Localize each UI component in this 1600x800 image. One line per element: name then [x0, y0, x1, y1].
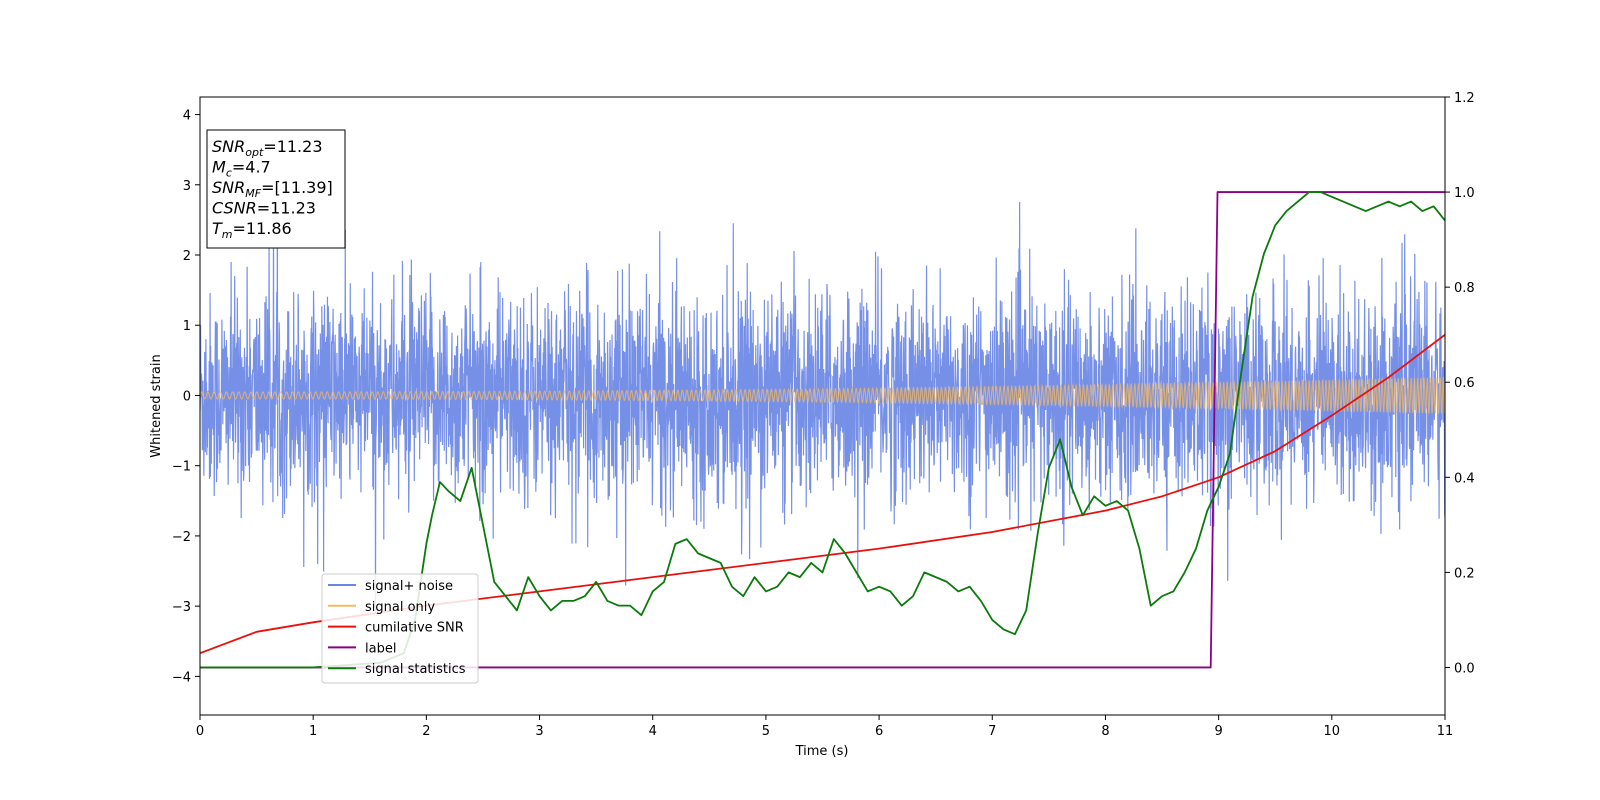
y-left-tick-label: −1: [172, 460, 191, 475]
y-left-tick-label: 1: [183, 319, 191, 334]
x-tick-label: 2: [422, 724, 430, 739]
y-left-tick-label: 3: [183, 179, 191, 194]
annotation-value: =11.86: [233, 219, 292, 238]
annotation-var: T: [212, 219, 223, 238]
annotation-line: Mc=4.7: [212, 158, 271, 180]
series-signal-only-line: [200, 376, 1445, 415]
x-tick-label: 8: [1101, 724, 1109, 739]
annotation-var: SNR: [212, 137, 245, 156]
annotation-sub: m: [222, 228, 233, 241]
annotation-sub: MF: [245, 187, 261, 200]
x-tick-label: 5: [762, 724, 770, 739]
y-right-tick-label: 1.2: [1454, 91, 1475, 106]
annotation-line: SNRMF=[11.39]: [212, 178, 333, 200]
legend: signal+ noise signal only cumilative SNR la…: [321, 573, 479, 684]
x-tick-label: 6: [875, 724, 883, 739]
y-axis-right: 0.0 0.2 0.4 0.6 0.8 1.0 1.2: [1445, 91, 1475, 676]
annotation-value: =4.7: [232, 158, 271, 177]
x-axis-label: Time (s): [795, 744, 849, 759]
y-right-tick-label: 0.0: [1454, 661, 1475, 676]
annotation-var: CSNR: [212, 199, 257, 218]
y-axis-label: Whitened strain: [149, 354, 164, 457]
y-right-tick-label: 0.4: [1454, 471, 1475, 486]
annotation-box: SNRopt=11.23Mc=4.7SNRMF=[11.39]CSNR=11.2…: [206, 129, 346, 249]
x-tick-label: 0: [196, 724, 204, 739]
annotation-value: =11.23: [263, 137, 322, 156]
plot-area-frame: [199, 96, 1446, 716]
y-left-tick-label: −4: [172, 670, 191, 685]
x-tick-label: 3: [535, 724, 543, 739]
y-left-tick-label: −3: [172, 600, 191, 615]
series-label-line: [200, 191, 1445, 669]
x-axis: 0 1 2 3 4 5 6 7 8 9 10 11: [196, 715, 1453, 739]
y-right-tick-label: 1.0: [1454, 186, 1475, 201]
annotation-value: =[11.39]: [261, 178, 333, 197]
x-tick-label: 11: [1437, 724, 1454, 739]
legend-frame: [321, 573, 479, 684]
annotation-var: SNR: [212, 178, 245, 197]
annotation-value: =11.23: [257, 199, 316, 218]
x-tick-label: 10: [1324, 724, 1341, 739]
y-left-tick-label: 4: [183, 109, 191, 124]
annotation-sub: c: [226, 167, 232, 180]
legend-label: signal statistics: [365, 662, 466, 677]
y-left-tick-label: 2: [183, 249, 191, 264]
series-signal-statistics-line: [200, 191, 1445, 669]
legend-label: cumilative SNR: [365, 621, 464, 636]
annotation-line: Tm=11.86: [212, 219, 292, 241]
y-left-tick-label: −2: [172, 530, 191, 545]
y-right-tick-label: 0.6: [1454, 376, 1475, 391]
legend-label: signal only: [365, 600, 435, 615]
legend-label: signal+ noise: [365, 579, 453, 594]
x-tick-label: 1: [309, 724, 317, 739]
annotation-sub: opt: [245, 146, 264, 159]
legend-label: label: [365, 641, 396, 656]
annotation-line: SNRopt=11.23: [212, 137, 323, 159]
y-axis-left: −4 −3 −2 −1 0 1 2 3 4: [172, 109, 200, 685]
x-tick-label: 7: [988, 724, 996, 739]
x-tick-label: 9: [1214, 724, 1222, 739]
y-right-tick-label: 0.8: [1454, 281, 1475, 296]
annotation-var: M: [212, 158, 226, 177]
annotation-frame: [206, 129, 346, 249]
y-left-tick-label: 0: [183, 389, 191, 404]
series-signal-noise-line: [200, 202, 1445, 614]
annotation-line: CSNR=11.23: [212, 199, 316, 218]
x-tick-label: 4: [649, 724, 657, 739]
y-right-tick-label: 0.2: [1454, 566, 1475, 581]
